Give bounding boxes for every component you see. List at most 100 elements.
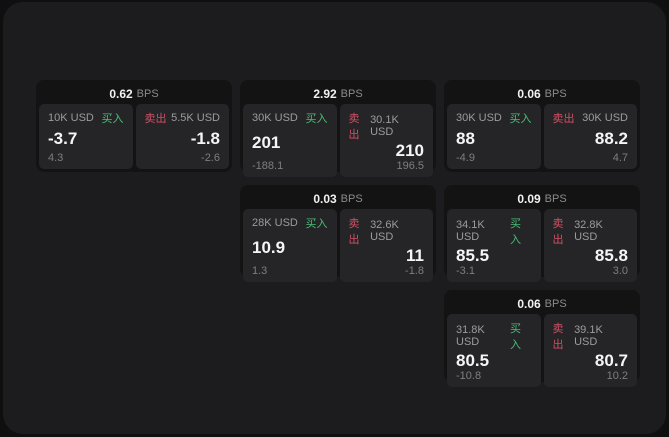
sell-price: 210 [395, 141, 424, 160]
sell-tile[interactable]: 卖出 30K USD 88.2 4.7 [543, 104, 637, 169]
bps-header: 0.03 BPS [243, 188, 433, 209]
buy-price: 80.5 [456, 351, 490, 370]
bps-unit: BPS [544, 297, 567, 310]
buy-tile-top: 31.8K USD 买入 [456, 320, 532, 352]
sell-delta: 196.5 [396, 160, 424, 172]
tile-row: 10K USD 买入 -3.7 4.3 卖出 5.5K USD -1.8 -2.… [39, 104, 229, 169]
sell-price: -1.8 [190, 129, 220, 148]
buy-price: 88 [456, 129, 475, 148]
buy-delta: -188.1 [252, 160, 284, 172]
sell-delta: 4.7 [612, 152, 628, 164]
sell-delta: 3.0 [612, 265, 628, 277]
sell-tile-top: 卖出 32.8K USD [553, 215, 629, 247]
buy-tile[interactable]: 31.8K USD 买入 80.5 -10.8 [447, 314, 541, 387]
tile-row: 30K USD 买入 88 -4.9 卖出 30K USD 88.2 4.7 [447, 104, 637, 169]
sell-tag[interactable]: 卖出 [552, 113, 575, 125]
buy-tile[interactable]: 28K USD 买入 10.9 1.3 [243, 209, 337, 282]
sell-tag[interactable]: 卖出 [144, 113, 167, 125]
buy-tag[interactable]: 买入 [305, 113, 328, 125]
bps-header: 0.09 BPS [447, 188, 637, 209]
sell-tile-top: 卖出 30.1K USD [349, 110, 425, 142]
sell-tile-top: 卖出 5.5K USD [145, 110, 221, 126]
sell-price: 80.7 [594, 351, 628, 370]
sell-price: 88.2 [594, 129, 628, 148]
quote-card: 0.62 BPS 10K USD 买入 -3.7 4.3 卖出 5.5K USD… [36, 80, 232, 172]
buy-price: 201 [252, 133, 281, 152]
sell-tile-top: 卖出 32.6K USD [349, 215, 425, 247]
sell-tile[interactable]: 卖出 5.5K USD -1.8 -2.6 [135, 104, 229, 169]
quote-card: 0.06 BPS 30K USD 买入 88 -4.9 卖出 30K USD 8… [444, 80, 640, 172]
sell-amount-label: 30K USD [582, 112, 628, 124]
bps-value: 2.92 [313, 86, 337, 101]
sell-tag[interactable]: 卖出 [552, 218, 564, 246]
sell-amount-label: 5.5K USD [171, 112, 220, 124]
bps-header: 0.62 BPS [39, 83, 229, 104]
quote-card: 0.03 BPS 28K USD 买入 10.9 1.3 卖出 32.6K US… [240, 185, 436, 282]
buy-amount-label: 10K USD [48, 112, 94, 124]
sell-tile-top: 卖出 39.1K USD [553, 320, 629, 352]
bps-header: 0.06 BPS [447, 83, 637, 104]
quote-card: 2.92 BPS 30K USD 买入 201 -188.1 卖出 30.1K … [240, 80, 436, 177]
buy-tag[interactable]: 买入 [101, 113, 124, 125]
quote-grid: 0.62 BPS 10K USD 买入 -3.7 4.3 卖出 5.5K USD… [36, 80, 640, 387]
buy-tile[interactable]: 30K USD 买入 201 -188.1 [243, 104, 337, 177]
bps-value: 0.06 [517, 86, 541, 101]
sell-amount-label: 39.1K USD [574, 324, 603, 348]
buy-amount-label: 34.1K USD [456, 219, 485, 243]
buy-delta: 4.3 [48, 152, 64, 164]
buy-delta: -4.9 [456, 152, 475, 164]
bps-value: 0.09 [517, 191, 541, 206]
bps-value: 0.03 [313, 191, 337, 206]
sell-tile[interactable]: 卖出 32.6K USD 11 -1.8 [339, 209, 433, 282]
buy-tile-top: 30K USD 买入 [456, 110, 532, 126]
bps-header: 2.92 BPS [243, 83, 433, 104]
tile-row: 34.1K USD 买入 85.5 -3.1 卖出 32.8K USD 85.8… [447, 209, 637, 282]
buy-tile-top: 30K USD 买入 [252, 110, 328, 126]
sell-delta: 10.2 [606, 370, 628, 382]
bps-unit: BPS [544, 192, 567, 205]
tile-row: 30K USD 买入 201 -188.1 卖出 30.1K USD 210 1… [243, 104, 433, 177]
tile-row: 31.8K USD 买入 80.5 -10.8 卖出 39.1K USD 80.… [447, 314, 637, 387]
buy-tile[interactable]: 30K USD 买入 88 -4.9 [447, 104, 541, 169]
sell-tag[interactable]: 卖出 [348, 218, 360, 246]
sell-tile[interactable]: 卖出 30.1K USD 210 196.5 [339, 104, 433, 177]
buy-delta: -3.1 [456, 265, 475, 277]
buy-amount-label: 28K USD [252, 217, 298, 229]
buy-tag[interactable]: 买入 [509, 323, 521, 351]
sell-amount-label: 32.6K USD [370, 219, 399, 243]
sell-tile[interactable]: 卖出 32.8K USD 85.8 3.0 [543, 209, 637, 282]
buy-price: 10.9 [252, 238, 286, 257]
buy-amount-label: 30K USD [252, 112, 298, 124]
bps-value: 0.62 [109, 86, 133, 101]
sell-tile[interactable]: 卖出 39.1K USD 80.7 10.2 [543, 314, 637, 387]
bps-unit: BPS [340, 87, 363, 100]
sell-delta: -1.8 [405, 265, 424, 277]
buy-delta: 1.3 [252, 265, 268, 277]
buy-tag[interactable]: 买入 [509, 113, 532, 125]
quote-card: 0.09 BPS 34.1K USD 买入 85.5 -3.1 卖出 32.8K… [444, 185, 640, 282]
buy-price: 85.5 [456, 246, 490, 265]
sell-price: 85.8 [594, 246, 628, 265]
bps-value: 0.06 [517, 296, 541, 311]
bps-unit: BPS [544, 87, 567, 100]
buy-tag[interactable]: 买入 [509, 218, 521, 246]
buy-tile[interactable]: 34.1K USD 买入 85.5 -3.1 [447, 209, 541, 282]
buy-tag[interactable]: 买入 [305, 218, 328, 230]
buy-tile[interactable]: 10K USD 买入 -3.7 4.3 [39, 104, 133, 169]
tile-row: 28K USD 买入 10.9 1.3 卖出 32.6K USD 11 -1.8 [243, 209, 433, 282]
buy-tile-top: 28K USD 买入 [252, 215, 328, 231]
sell-amount-label: 32.8K USD [574, 219, 603, 243]
buy-amount-label: 30K USD [456, 112, 502, 124]
buy-delta: -10.8 [456, 370, 482, 382]
sell-tag[interactable]: 卖出 [348, 113, 360, 141]
sell-tag[interactable]: 卖出 [552, 323, 564, 351]
bps-unit: BPS [136, 87, 159, 100]
sell-tile-top: 卖出 30K USD [553, 110, 629, 126]
sell-amount-label: 30.1K USD [370, 114, 399, 138]
buy-price: -3.7 [48, 129, 78, 148]
buy-tile-top: 34.1K USD 买入 [456, 215, 532, 247]
bps-header: 0.06 BPS [447, 293, 637, 314]
buy-amount-label: 31.8K USD [456, 324, 485, 348]
quote-card: 0.06 BPS 31.8K USD 买入 80.5 -10.8 卖出 39.1… [444, 290, 640, 387]
sell-delta: -2.6 [201, 152, 220, 164]
